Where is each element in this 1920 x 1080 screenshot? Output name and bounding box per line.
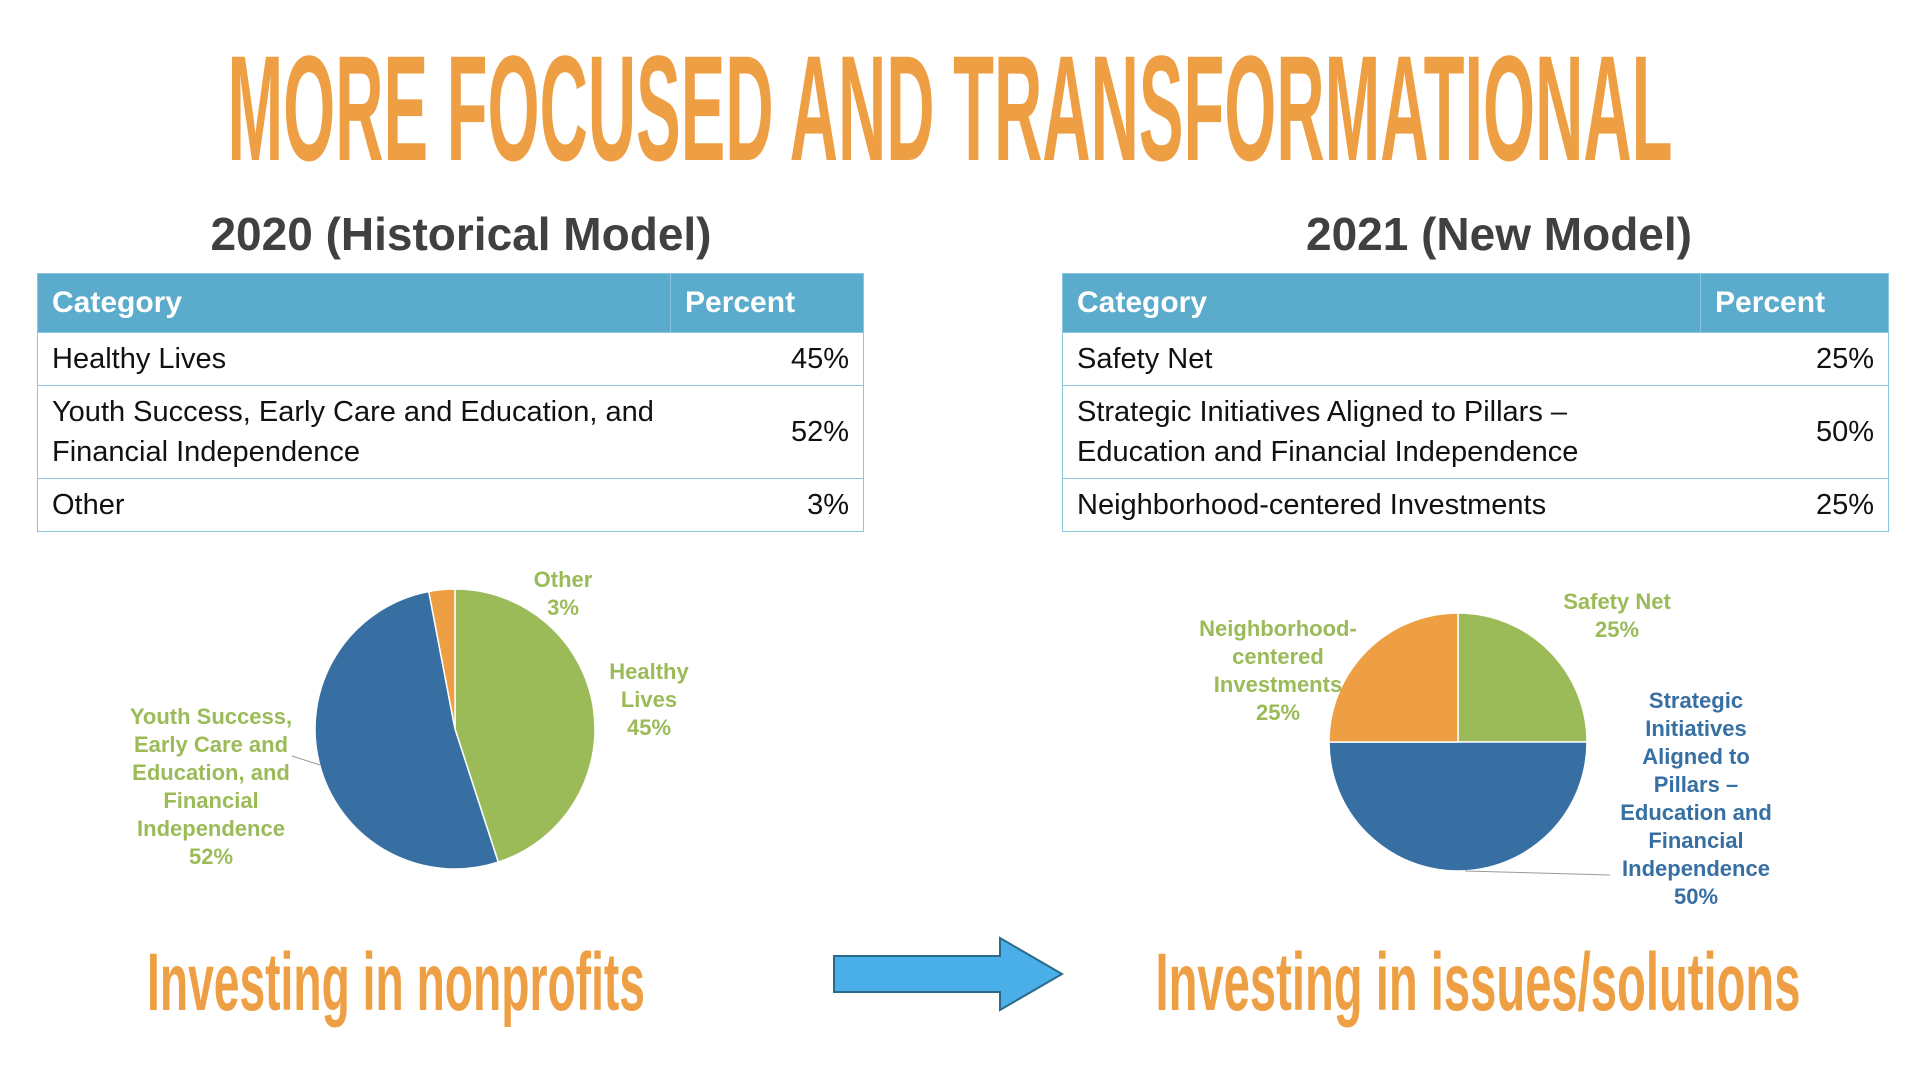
- table-header-row: Category Percent: [1062, 273, 1889, 333]
- panel-caption: Investing in issues/solutions: [1156, 937, 1801, 1028]
- category-cell: Neighborhood-centered Investments: [1062, 478, 1701, 532]
- pie-slice: [314, 590, 500, 870]
- pie-label-value: 45%: [626, 715, 672, 740]
- percent-cell: 25%: [1700, 332, 1889, 386]
- pie-slice: [454, 588, 596, 864]
- pie-label-category: Strategic Initiatives Aligned to Pillars…: [1620, 688, 1772, 881]
- table-row: Youth Success, Early Care and Education,…: [37, 385, 864, 479]
- pie-slice: [1328, 612, 1459, 743]
- column-header: Percent: [1700, 273, 1889, 333]
- pie-label-value: 25%: [1594, 617, 1640, 642]
- pie-label-value: 52%: [188, 844, 234, 869]
- slide-title: MORE FOCUSED AND TRANSFORMATIONAL: [228, 24, 1673, 192]
- data-table: Category Percent Safety Net 25% Strategic In…: [1062, 273, 1889, 532]
- panel-heading: 2020 (Historical Model): [210, 208, 711, 260]
- pie-label: Other 3%: [518, 566, 608, 622]
- percent-cell: 52%: [670, 385, 864, 479]
- leader-line: [291, 755, 321, 766]
- percent-cell: 45%: [670, 332, 864, 386]
- column-header: Percent: [670, 273, 864, 333]
- table-row: Strategic Initiatives Aligned to Pillars…: [1062, 385, 1889, 479]
- table-row: Other 3%: [37, 478, 864, 532]
- table-row: Neighborhood-centered Investments 25%: [1062, 478, 1889, 532]
- category-cell: Strategic Initiatives Aligned to Pillars…: [1062, 385, 1701, 479]
- panel-caption: Investing in nonprofits: [147, 937, 645, 1028]
- pie-label-category: Safety Net: [1563, 589, 1671, 614]
- pie-label: Safety Net 25%: [1547, 588, 1687, 644]
- pie-label-category: Other: [533, 567, 593, 592]
- column-header: Category: [37, 273, 671, 333]
- pie-label-value: 3%: [547, 595, 579, 620]
- category-cell: Safety Net: [1062, 332, 1701, 386]
- pie-label: Youth Success, Early Care and Education,…: [124, 703, 299, 871]
- pie-label-value: 50%: [1673, 884, 1719, 909]
- pie-label-value: 25%: [1255, 700, 1301, 725]
- column-header: Category: [1062, 273, 1701, 333]
- table-header-row: Category Percent: [37, 273, 864, 333]
- pie-label: Neighborhood-centered Investments 25%: [1198, 615, 1358, 727]
- table-row: Safety Net 25%: [1062, 332, 1889, 386]
- pie-label: Strategic Initiatives Aligned to Pillars…: [1611, 687, 1781, 911]
- pie-slice: [1328, 741, 1588, 872]
- pie-slice: [427, 588, 456, 730]
- panel-heading: 2021 (New Model): [1306, 208, 1692, 260]
- table-row: Healthy Lives 45%: [37, 332, 864, 386]
- pie-label-category: Healthy Lives: [609, 659, 689, 712]
- pie-label: Healthy Lives 45%: [604, 658, 694, 742]
- pie-label-category: Youth Success, Early Care and Education,…: [129, 704, 293, 841]
- percent-cell: 25%: [1700, 478, 1889, 532]
- pie-label-category: Neighborhood-centered Investments: [1199, 616, 1357, 697]
- percent-cell: 50%: [1700, 385, 1889, 479]
- category-cell: Healthy Lives: [37, 332, 671, 386]
- category-cell: Other: [37, 478, 671, 532]
- arrow: [833, 936, 1064, 1012]
- data-table: Category Percent Healthy Lives 45% Youth Suc…: [37, 273, 864, 532]
- percent-cell: 3%: [670, 478, 864, 532]
- category-cell: Youth Success, Early Care and Education,…: [37, 385, 671, 479]
- leader-line: [1464, 870, 1611, 876]
- pie-slice: [1457, 612, 1588, 743]
